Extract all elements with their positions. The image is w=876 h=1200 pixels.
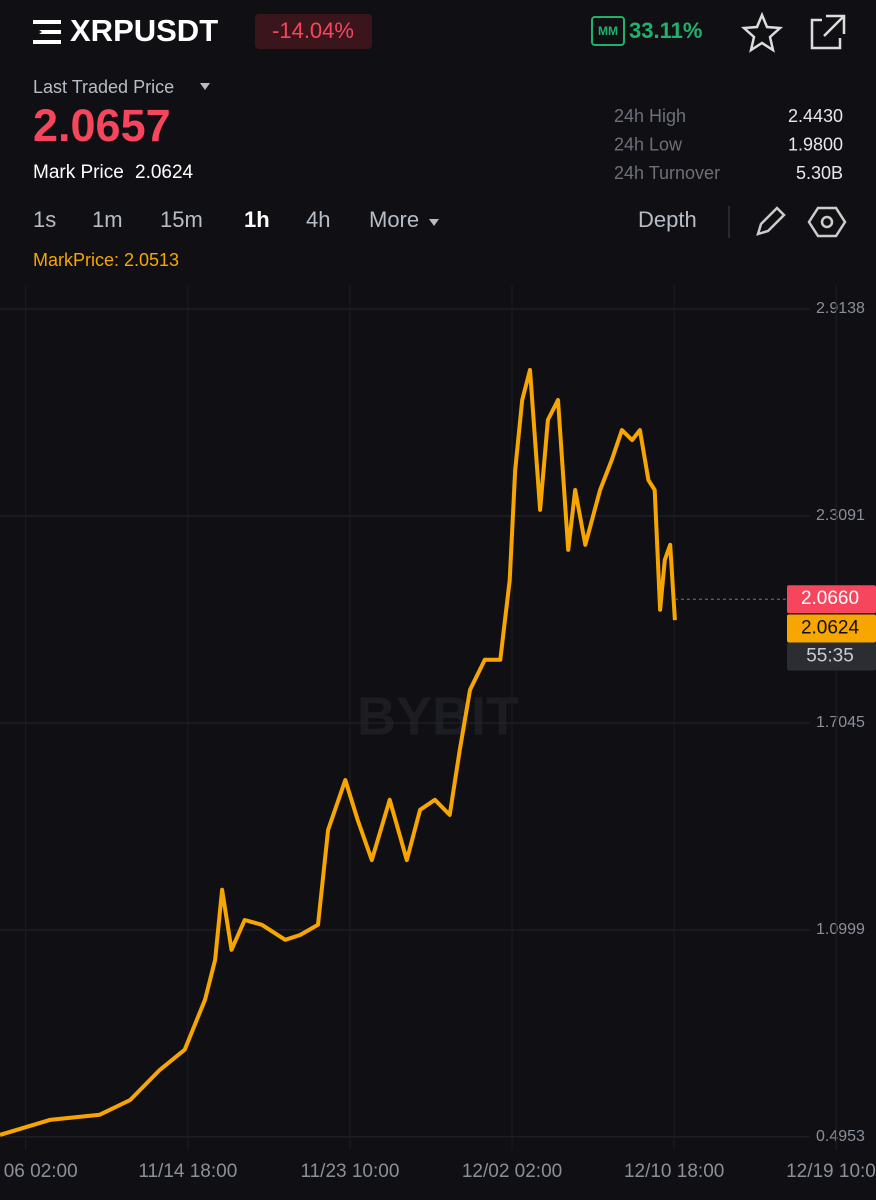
depth-tab[interactable]: Depth [638,207,697,232]
symbol[interactable]: XRPUSDT [70,13,218,48]
price-tag [787,585,876,614]
indicator-label: MarkPrice: 2.0513 [33,250,179,270]
price-tag-label: 2.0660 [801,588,859,609]
y-tick-label: 1.0999 [816,921,865,938]
y-tick-label: 2.3091 [816,507,865,524]
more-arrow [429,219,439,226]
menu-icon[interactable] [33,20,61,44]
x-tick-label: 11/23 10:00 [300,1161,399,1182]
y-tick-label: 2.9138 [816,300,865,317]
mm-label: MM [598,24,618,38]
y-tick-label: 1.7045 [816,714,865,731]
stats: 24h High 2.4430 24h Low 1.9800 24h Turnover 5… [614,106,843,183]
share-icon[interactable] [810,14,846,50]
interval-tab[interactable]: 1s [33,207,56,232]
draw-icon[interactable] [756,206,786,236]
stat-label: 24h High [614,106,686,126]
stat-value: 5.30B [796,163,843,183]
interval-tab[interactable]: 4h [306,207,330,232]
y-tick-label: 0.4953 [816,1128,865,1145]
x-tick-label: 12/10 18:00 [624,1161,724,1182]
x-tick-label: 12/02 02:00 [462,1161,562,1182]
interval-tabs: 1s 1m 15m 1h 4h More [33,207,419,232]
x-tick-label: 12/19 10:00 [786,1161,876,1182]
last-traded-label[interactable]: Last Traded Price [33,77,174,97]
stat-label: 24h Turnover [614,163,720,183]
price-line [0,367,677,1137]
interval-tab[interactable]: 1m [92,207,123,232]
mm-value: 33.11% [629,18,702,43]
settings-icon[interactable] [807,206,847,238]
x-tick-label: 06 02:00 [4,1161,78,1182]
interval-tab[interactable]: More [369,207,419,232]
stat-label: 24h Low [614,134,683,154]
interval-tab[interactable]: 15m [160,207,203,232]
price-tag-label: 2.0624 [801,617,860,638]
price-tag [787,614,876,643]
plot: BYBIT 0.4953 1.0999 1.7045 2.3091 2.9138 06 02… [0,285,876,1182]
countdown-bg [787,642,876,671]
last-price: 2.0657 [33,100,171,151]
favorite-icon[interactable] [740,11,784,53]
change-badge [255,14,372,49]
stat-value: 2.4430 [788,106,843,126]
interval-tab[interactable]: 1h [244,207,270,232]
mm-badge [591,16,625,46]
countdown: 55:35 [806,645,854,666]
watermark: BYBIT [357,686,519,746]
change: -14.04% [272,18,354,43]
mark-price-label: Mark Price [33,162,124,183]
dropdown-arrow [200,83,210,90]
mark-price: 2.0624 [135,162,194,183]
stat-value: 1.9800 [788,134,843,154]
x-tick-label: 11/14 18:00 [138,1161,237,1182]
